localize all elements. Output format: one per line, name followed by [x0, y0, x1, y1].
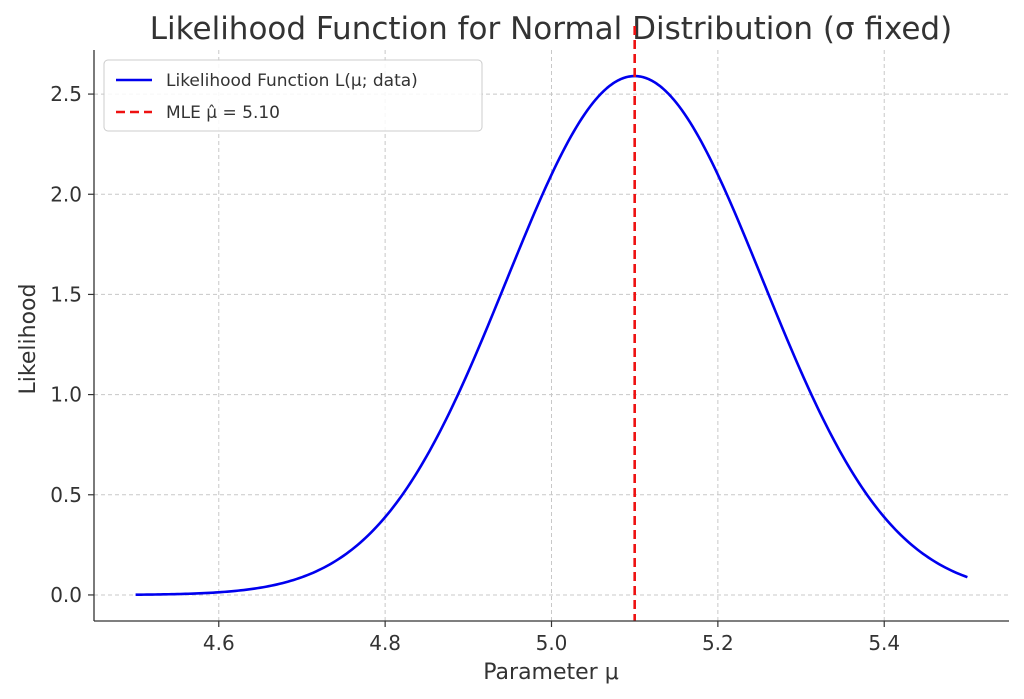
grid [94, 50, 1009, 621]
x-axis-label: Parameter μ [483, 660, 618, 685]
y-axis-label: Likelihood [16, 284, 41, 395]
y-tick-label: 1.5 [50, 282, 82, 306]
y-ticks: 0.0 0.5 1.0 1.5 2.0 2.5 [50, 82, 94, 607]
legend: Likelihood Function L(μ; data) MLE μ̂ = … [103, 59, 483, 132]
y-tick-label: 0.0 [50, 583, 82, 607]
y-tick-label: 0.5 [50, 483, 82, 507]
legend-label-likelihood: Likelihood Function L(μ; data) [166, 71, 418, 91]
x-tick-label: 4.6 [203, 631, 235, 655]
x-tick-label: 5.4 [868, 631, 900, 655]
y-tick-label: 2.0 [50, 182, 82, 206]
x-tick-label: 5.2 [702, 631, 734, 655]
y-tick-label: 1.0 [50, 383, 82, 407]
likelihood-curve [135, 74, 968, 596]
x-tick-label: 5.0 [536, 631, 568, 655]
chart-title: Likelihood Function for Normal Distribut… [150, 11, 952, 47]
legend-box [103, 59, 483, 132]
x-tick-label: 4.8 [369, 631, 401, 655]
y-tick-label: 2.5 [50, 82, 82, 106]
plot-marks [135, 26, 968, 621]
x-ticks: 4.6 4.8 5.0 5.2 5.4 [203, 621, 900, 655]
legend-label-mle: MLE μ̂ = 5.10 [166, 103, 280, 123]
